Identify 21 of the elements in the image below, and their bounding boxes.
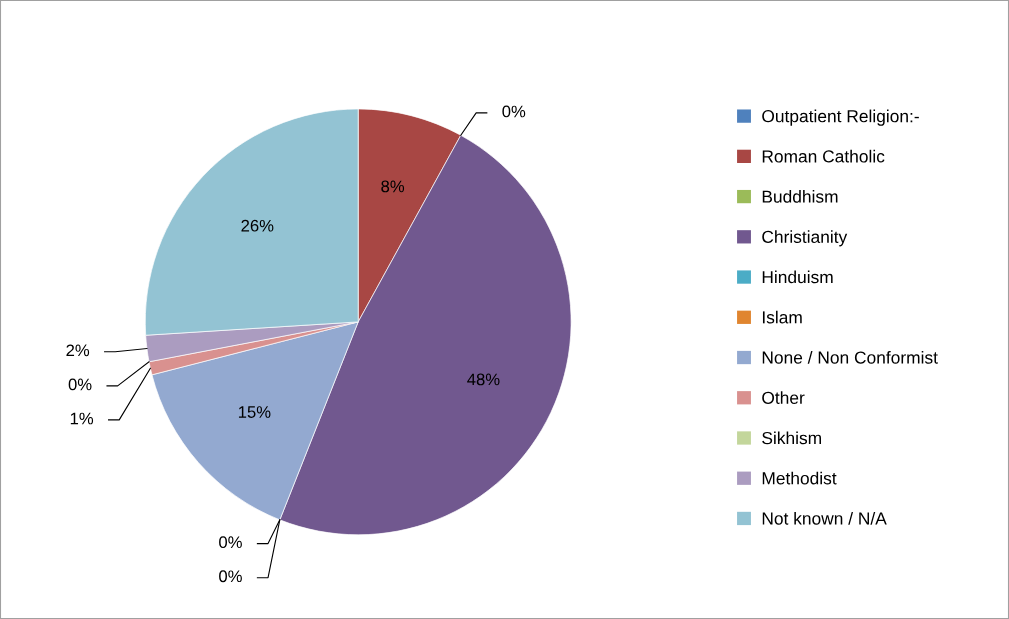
legend-label: Islam [762, 310, 802, 324]
data-label: 8% [381, 180, 405, 193]
legend-label: None / Non Conformist [762, 350, 938, 364]
data-label: 2% [66, 344, 90, 357]
data-label: 1% [70, 412, 94, 425]
legend-label: Hinduism [762, 270, 833, 284]
text: 0% [502, 105, 526, 118]
legend-label: Not known / N/A [762, 511, 887, 525]
legend-label: Outpatient Religion:- [762, 109, 919, 126]
legend-label: Buddhism [762, 190, 838, 203]
data-label: 48% [467, 373, 500, 386]
legend-label: Roman Catholic [762, 149, 885, 163]
legend-label: Christianity [762, 230, 848, 247]
text: 0% [219, 570, 242, 583]
text: 0% [219, 536, 242, 549]
data-label: 26% [241, 219, 274, 232]
data-label: 15% [238, 406, 271, 418]
text: 0% [68, 378, 92, 391]
legend-label: Methodist [762, 471, 837, 485]
legend-label: Sikhism [762, 431, 821, 445]
legend-label: Other [762, 391, 805, 404]
